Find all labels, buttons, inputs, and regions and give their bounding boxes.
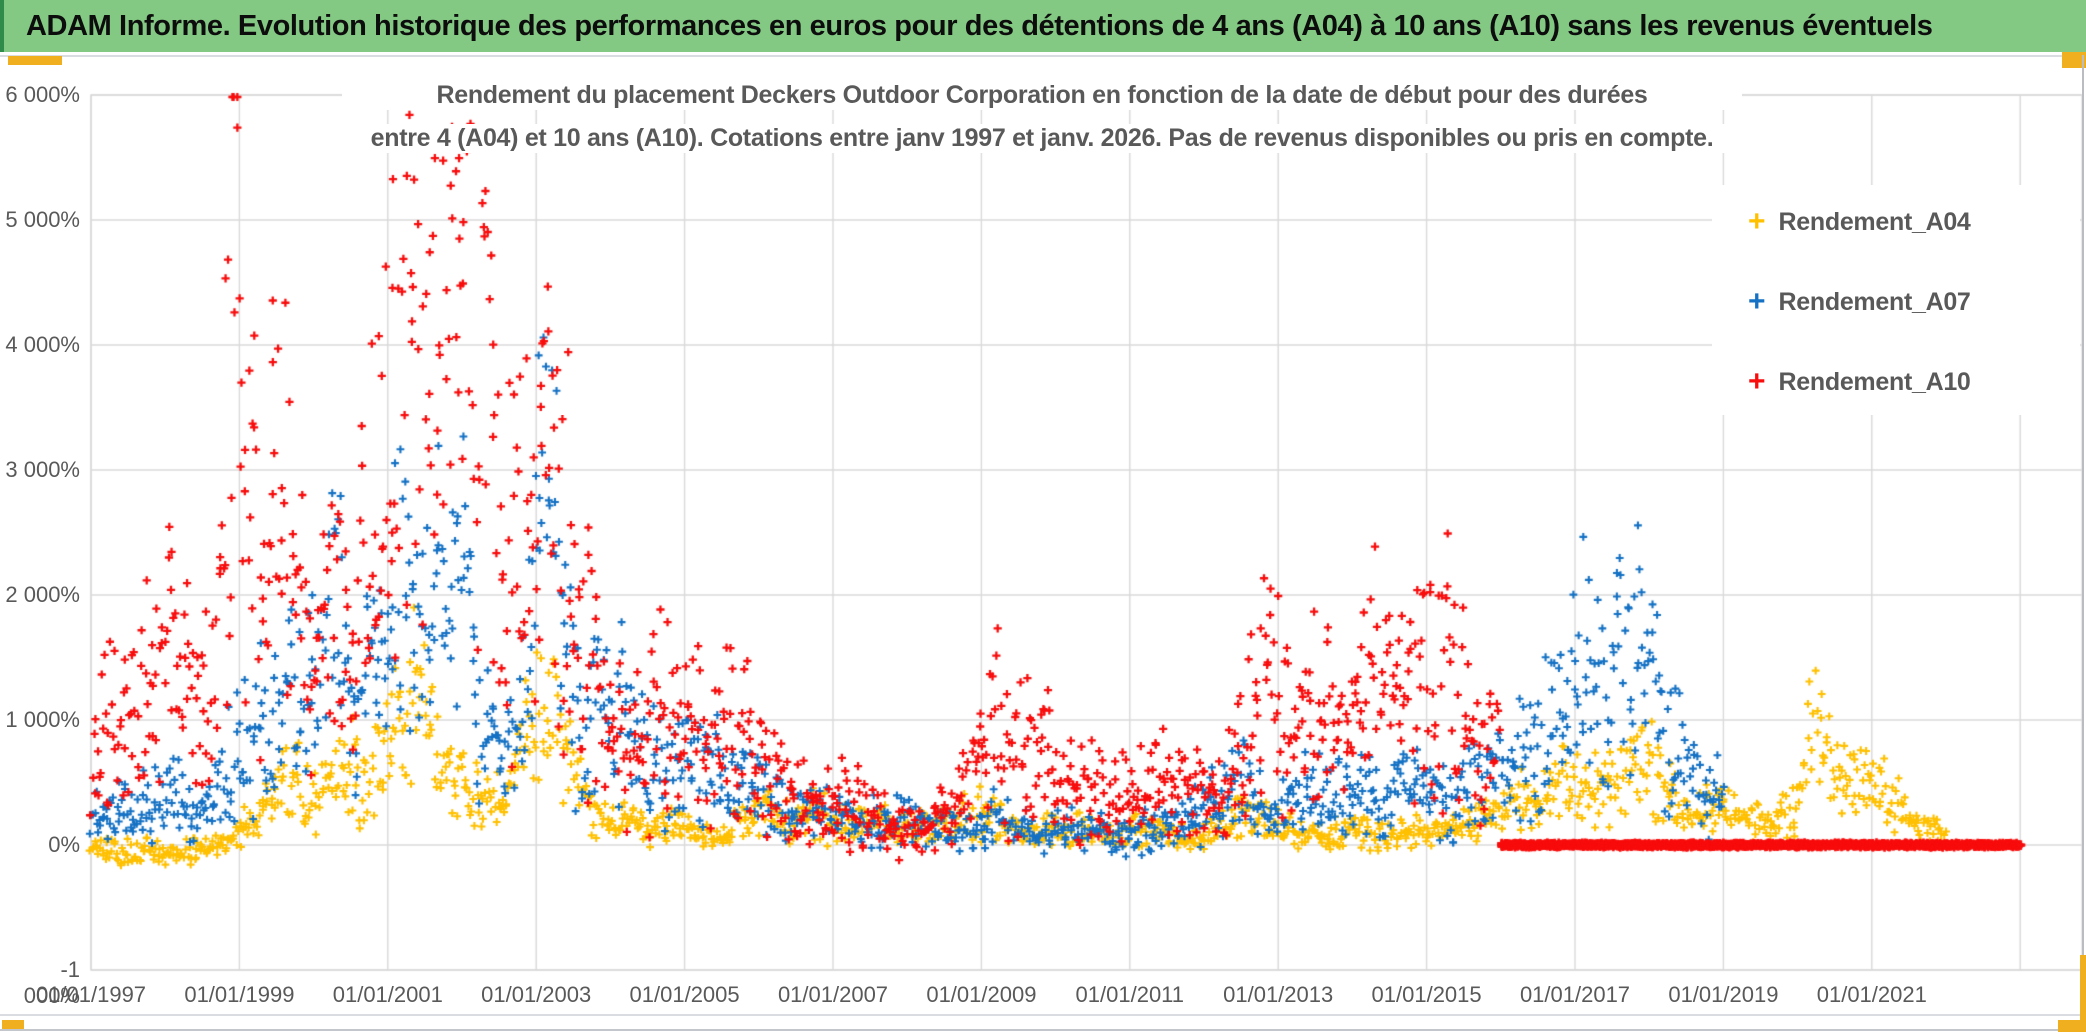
y-tick-label: 3 000%	[5, 457, 80, 482]
y-tick-label: 6 000%	[5, 82, 80, 107]
x-tick-label: 01/01/1999	[184, 982, 295, 1007]
y-tick-label: 1 000%	[5, 707, 80, 732]
bottom-edge	[0, 1029, 2086, 1031]
accent-bar-bottom-right-h	[2058, 1020, 2086, 1032]
plus-marker-icon: +	[1748, 285, 1766, 318]
legend-label: Rendement_A04	[1778, 207, 1971, 236]
accent-notch-top-right	[2062, 52, 2086, 68]
y-tick-label: 4 000%	[5, 332, 80, 357]
y-tick-label: -1 000%	[23, 957, 80, 1008]
plus-marker-icon: +	[1748, 365, 1766, 398]
x-tick-label: 01/01/2021	[1816, 982, 1927, 1007]
right-edge	[2082, 55, 2084, 1015]
legend-label: Rendement_A10	[1778, 367, 1971, 396]
x-tick-label: 01/01/2017	[1519, 982, 1631, 1007]
top-divider	[0, 55, 2086, 57]
x-tick-label: 01/01/2007	[777, 982, 889, 1007]
y-tick-label: 0%	[48, 832, 80, 857]
x-tick-label: 01/01/2009	[926, 982, 1037, 1007]
legend-label: Rendement_A07	[1778, 287, 1971, 316]
accent-bar-bottom-right-v	[2080, 955, 2086, 1032]
chart-title-line1: Rendement du placement Deckers Outdoor C…	[342, 81, 1742, 110]
x-tick-label: 01/01/2001	[332, 982, 443, 1007]
chart-legend: + Rendement_A04 + Rendement_A07 + Rendem…	[1712, 185, 2080, 415]
x-tick-label: 01/01/2005	[629, 982, 740, 1007]
x-tick-label: 01/01/1997	[35, 982, 147, 1007]
title-banner: ADAM Informe. Evolution historique des p…	[0, 0, 2086, 52]
x-tick-label: 01/01/2019	[1668, 982, 1779, 1007]
legend-item-rendement-a07: + Rendement_A07	[1748, 283, 1971, 321]
accent-bar-top-left	[8, 56, 62, 65]
y-tick-label: 5 000%	[5, 207, 80, 232]
legend-item-rendement-a04: + Rendement_A04	[1748, 203, 1971, 241]
accent-bar-bottom-left	[2, 1020, 24, 1029]
x-tick-label: 01/01/2011	[1075, 982, 1185, 1007]
x-tick-label: 01/01/2015	[1371, 982, 1482, 1007]
x-tick-label: 01/01/2003	[481, 982, 592, 1007]
page-title: ADAM Informe. Evolution historique des p…	[26, 10, 1933, 42]
bottom-divider	[0, 1014, 2086, 1016]
chart-title-line2: entre 4 (A04) et 10 ans (A10). Cotations…	[342, 124, 1742, 153]
legend-item-rendement-a10: + Rendement_A10	[1748, 363, 1971, 401]
banner-left-strip	[0, 0, 4, 52]
y-tick-label: 2 000%	[5, 582, 80, 607]
plus-marker-icon: +	[1748, 205, 1766, 238]
x-tick-label: 01/01/2013	[1223, 982, 1334, 1007]
